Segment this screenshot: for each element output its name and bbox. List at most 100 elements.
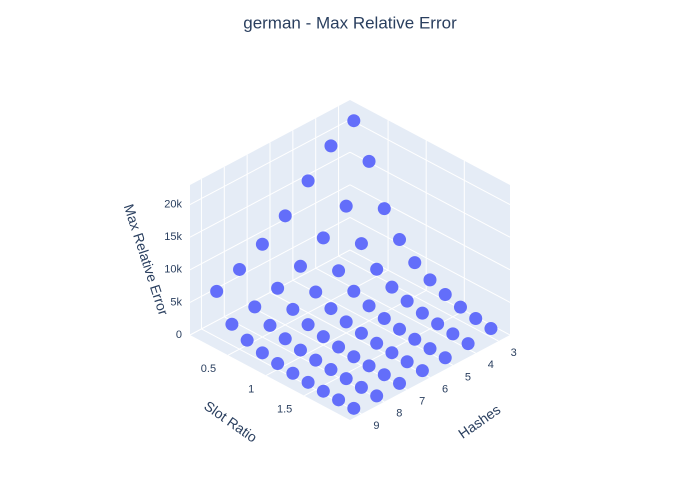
grid-line bbox=[349, 216, 511, 303]
point bbox=[377, 202, 391, 216]
point bbox=[362, 299, 376, 313]
z-tick-label: 10k bbox=[164, 264, 182, 276]
point bbox=[370, 262, 384, 276]
point bbox=[210, 284, 224, 298]
point bbox=[301, 375, 315, 389]
point bbox=[301, 174, 315, 188]
point bbox=[324, 363, 338, 377]
point bbox=[271, 281, 285, 295]
point bbox=[423, 342, 437, 356]
x-tick-label: 1.5 bbox=[277, 404, 292, 416]
point bbox=[271, 357, 285, 371]
point bbox=[278, 209, 292, 223]
z-tick-label: 5k bbox=[170, 296, 182, 308]
point bbox=[446, 327, 460, 341]
point bbox=[438, 351, 452, 365]
point bbox=[347, 114, 361, 128]
y-tick-label: 6 bbox=[442, 383, 448, 395]
point bbox=[385, 280, 399, 294]
point bbox=[484, 322, 498, 336]
point bbox=[316, 384, 330, 398]
point bbox=[385, 346, 399, 360]
point bbox=[362, 359, 376, 373]
wall-pane bbox=[350, 100, 510, 335]
point bbox=[393, 376, 407, 390]
point bbox=[362, 154, 376, 168]
point bbox=[316, 231, 330, 245]
point bbox=[377, 311, 391, 325]
point bbox=[332, 393, 346, 407]
point bbox=[354, 237, 368, 251]
point bbox=[370, 336, 384, 350]
grid-line bbox=[189, 249, 351, 336]
point bbox=[347, 401, 361, 415]
x-axis-title: Slot Ratio bbox=[201, 397, 260, 445]
point bbox=[339, 199, 353, 213]
point bbox=[324, 302, 338, 316]
point bbox=[233, 262, 247, 276]
point bbox=[316, 330, 330, 344]
point bbox=[347, 284, 361, 298]
point bbox=[354, 326, 368, 340]
grid-line bbox=[338, 255, 499, 342]
point bbox=[400, 294, 414, 308]
x-tick-label: 1 bbox=[248, 383, 254, 395]
x-tick-label: 0.5 bbox=[201, 363, 216, 375]
point bbox=[324, 139, 338, 153]
point bbox=[408, 256, 422, 270]
z-axis-title: Max Relative Error bbox=[121, 202, 172, 318]
chart-title: german - Max Relative Error bbox=[243, 13, 457, 32]
point bbox=[423, 273, 437, 287]
point bbox=[453, 300, 467, 314]
point bbox=[301, 318, 315, 332]
point bbox=[431, 317, 445, 331]
z-tick-label: 0 bbox=[176, 329, 182, 341]
grid-line bbox=[189, 184, 351, 271]
y-axis-title: Hashes bbox=[455, 401, 503, 441]
point bbox=[248, 300, 262, 314]
point bbox=[240, 333, 254, 347]
point bbox=[400, 355, 414, 369]
grid-line bbox=[189, 119, 351, 206]
z-tick-label: 20k bbox=[164, 198, 182, 210]
point bbox=[332, 340, 346, 354]
y-tick-label: 7 bbox=[419, 396, 425, 408]
point bbox=[309, 285, 323, 299]
point bbox=[408, 332, 422, 346]
point bbox=[309, 353, 323, 367]
point bbox=[255, 237, 269, 251]
point bbox=[339, 315, 353, 329]
point bbox=[354, 380, 368, 394]
point bbox=[415, 364, 429, 378]
grid-line bbox=[349, 151, 511, 238]
z-tick-label: 15k bbox=[164, 231, 182, 243]
grid-line bbox=[189, 151, 351, 238]
point bbox=[415, 306, 429, 320]
point bbox=[286, 302, 300, 316]
point bbox=[438, 287, 452, 301]
point bbox=[393, 322, 407, 336]
point bbox=[393, 233, 407, 247]
y-tick-label: 9 bbox=[373, 420, 379, 432]
point bbox=[339, 372, 353, 386]
point bbox=[293, 343, 307, 357]
point bbox=[263, 318, 277, 332]
point bbox=[377, 368, 391, 382]
y-tick-label: 3 bbox=[511, 347, 517, 359]
point bbox=[293, 259, 307, 273]
point bbox=[347, 350, 361, 364]
grid-line bbox=[349, 119, 511, 206]
grid-line bbox=[349, 184, 511, 271]
point bbox=[461, 337, 475, 351]
point bbox=[370, 389, 384, 403]
point bbox=[286, 366, 300, 380]
y-tick-label: 5 bbox=[465, 371, 471, 383]
point bbox=[278, 332, 292, 346]
point bbox=[255, 346, 269, 360]
y-tick-label: 4 bbox=[488, 359, 494, 371]
point bbox=[225, 317, 239, 331]
point bbox=[469, 311, 483, 325]
y-tick-label: 8 bbox=[396, 408, 402, 420]
point bbox=[332, 264, 346, 278]
